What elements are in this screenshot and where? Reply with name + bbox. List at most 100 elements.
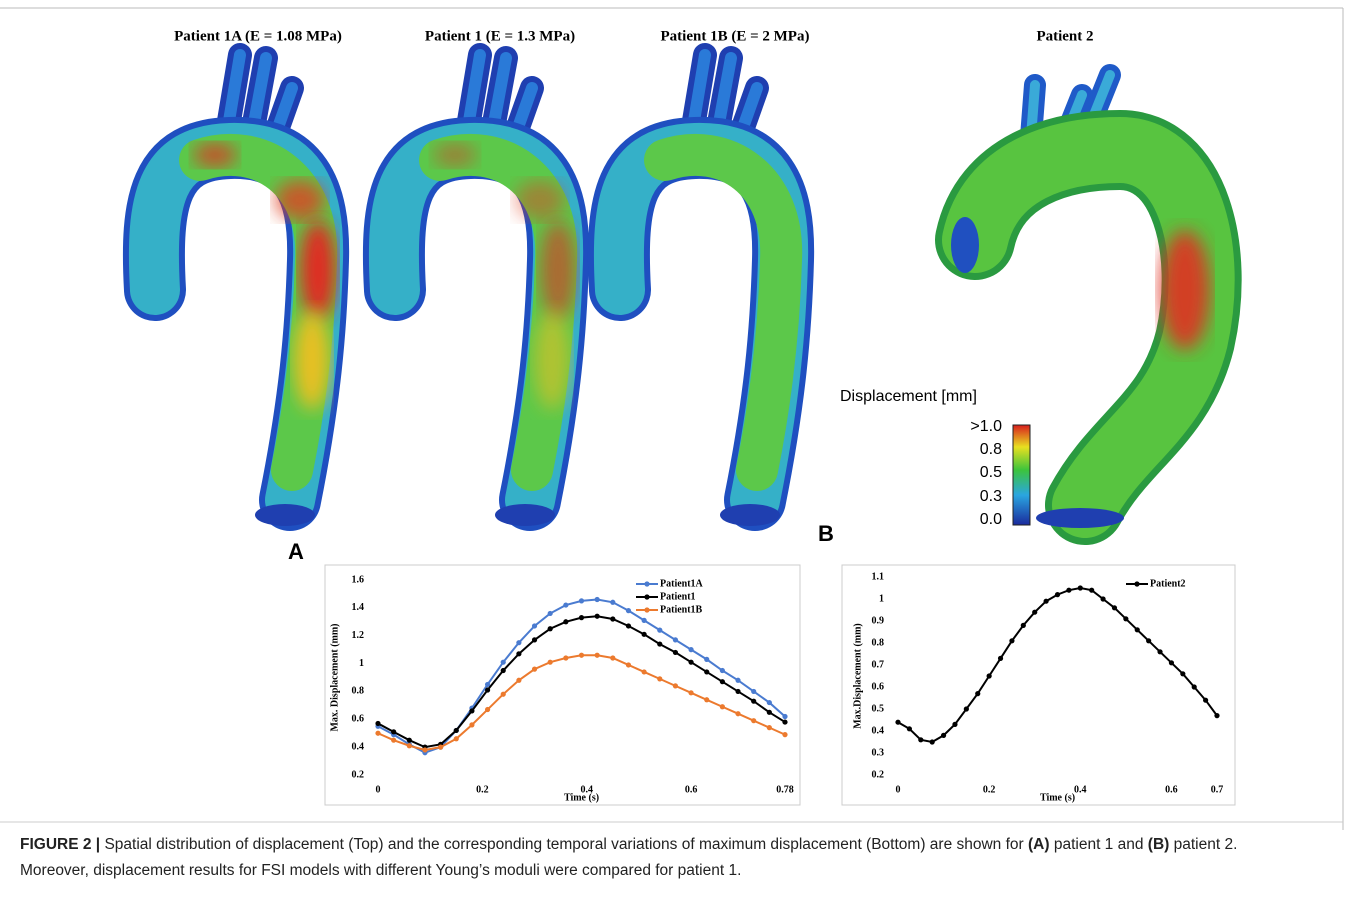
data-point (1123, 616, 1128, 621)
data-point (375, 721, 380, 726)
data-point (1055, 592, 1060, 597)
y-tick-label: 1 (359, 658, 364, 669)
y-tick-label: 0.3 (872, 747, 885, 758)
data-point (751, 718, 756, 723)
data-point (610, 655, 615, 660)
colorbar-label: 0.3 (980, 488, 1002, 505)
data-point (642, 669, 647, 674)
data-point (563, 602, 568, 607)
data-point (1203, 698, 1208, 703)
data-point (657, 676, 662, 681)
y-tick-label: 0.8 (352, 686, 365, 697)
aorta (951, 75, 1210, 528)
data-point (532, 637, 537, 642)
aorta (154, 55, 336, 526)
data-point (907, 726, 912, 731)
data-point (720, 668, 725, 673)
data-point (1089, 588, 1094, 593)
aorta-end (495, 504, 555, 526)
data-point (751, 699, 756, 704)
data-point (501, 668, 506, 673)
data-point (930, 739, 935, 744)
caption-text: (A) (1028, 836, 1050, 853)
data-point (704, 657, 709, 662)
data-point (501, 660, 506, 665)
hot-spot (433, 143, 477, 167)
panel-title: Patient 1A (E = 1.08 MPa) (174, 28, 342, 44)
legend-marker (1134, 581, 1139, 586)
data-point (1009, 638, 1014, 643)
data-point (782, 719, 787, 724)
data-point (501, 692, 506, 697)
data-point (657, 641, 662, 646)
legend-label: Patient1A (660, 578, 704, 589)
y-tick-label: 0.6 (872, 681, 885, 692)
series-line (378, 600, 785, 753)
data-point (1192, 684, 1197, 689)
data-point (375, 731, 380, 736)
legend-marker (644, 607, 649, 612)
aorta-end (255, 504, 315, 526)
panel-title: Patient 1 (E = 1.3 MPa) (425, 28, 575, 44)
data-point (548, 626, 553, 631)
chart-frame (842, 565, 1235, 805)
legend-label: Patient2 (1150, 578, 1186, 589)
data-point (941, 733, 946, 738)
x-tick-label: 0 (376, 784, 381, 795)
data-point (1078, 585, 1083, 590)
data-point (1214, 713, 1219, 718)
colorbar-label: 0.8 (980, 441, 1002, 458)
hot-spot (1160, 230, 1210, 350)
data-point (688, 660, 693, 665)
data-point (1021, 623, 1026, 628)
caption: FIGURE 2 | Spatial distribution of displ… (20, 832, 1290, 884)
colorbar-label: 0.0 (980, 511, 1002, 528)
data-point (704, 697, 709, 702)
data-point (688, 690, 693, 695)
y-tick-label: 1.2 (352, 630, 365, 641)
data-point (626, 623, 631, 628)
data-point (673, 683, 678, 688)
data-point (563, 655, 568, 660)
data-point (782, 732, 787, 737)
y-tick-label: 0.4 (872, 725, 885, 736)
data-point (642, 632, 647, 637)
caption-text: Spatial distribution of displacement (To… (100, 836, 1028, 853)
warm-spot (294, 310, 330, 410)
hot-spot (515, 180, 565, 220)
data-point (998, 656, 1003, 661)
x-tick-label: 0.78 (776, 784, 794, 795)
data-point (673, 650, 678, 655)
data-point (407, 738, 412, 743)
data-point (1146, 638, 1151, 643)
x-tick-label: 0 (896, 784, 901, 795)
legend-marker (644, 581, 649, 586)
data-point (438, 745, 443, 750)
data-point (469, 722, 474, 727)
data-point (1044, 599, 1049, 604)
y-tick-label: 0.9 (872, 615, 885, 626)
y-tick-label: 1.6 (352, 574, 365, 585)
y-tick-label: 1 (879, 593, 884, 604)
legend-label: Patient1B (660, 604, 703, 615)
data-point (579, 653, 584, 658)
hot-spot (300, 220, 336, 320)
aorta-body (665, 155, 781, 470)
data-point (767, 710, 772, 715)
x-tick-label: 0.6 (685, 784, 698, 795)
data-point (1169, 660, 1174, 665)
data-point (1157, 649, 1162, 654)
data-point (610, 600, 615, 605)
y-tick-label: 0.7 (872, 659, 885, 670)
data-point (579, 598, 584, 603)
data-point (579, 615, 584, 620)
data-point (952, 722, 957, 727)
y-tick-label: 1.1 (872, 571, 885, 582)
data-point (610, 616, 615, 621)
data-point (595, 597, 600, 602)
data-point (532, 667, 537, 672)
data-point (735, 689, 740, 694)
data-point (782, 714, 787, 719)
data-point (720, 704, 725, 709)
data-point (532, 623, 537, 628)
